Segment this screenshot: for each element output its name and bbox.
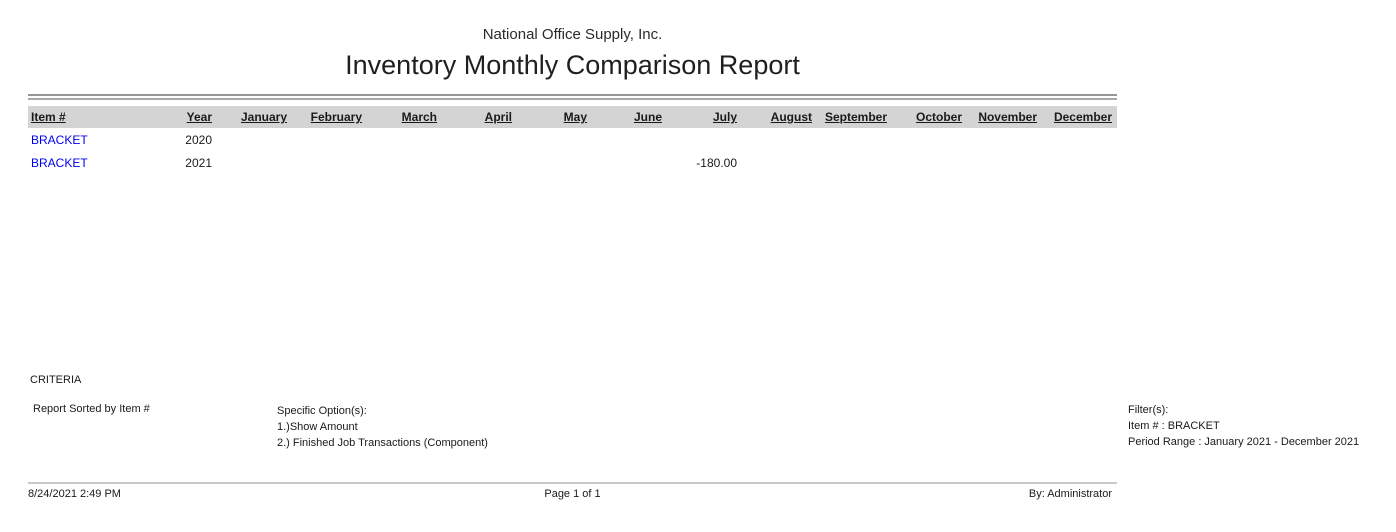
col-header-april: April xyxy=(484,110,512,124)
criteria-filters: Filter(s): Item # : BRACKET Period Range… xyxy=(1128,402,1359,450)
col-header-item: Item # xyxy=(31,110,66,124)
item-cell: BRACKET xyxy=(28,128,162,151)
table-header-row: Item # Year January February March April… xyxy=(28,106,1117,128)
criteria-options-heading: Specific Option(s): xyxy=(277,405,367,417)
year-cell: 2020 xyxy=(185,132,212,147)
month-cell-june xyxy=(587,151,662,174)
filter-item: Item # : BRACKET xyxy=(1128,420,1220,432)
footer-divider xyxy=(28,482,1117,484)
filters-heading: Filter(s): xyxy=(1128,404,1169,416)
month-cell-april xyxy=(437,151,512,174)
col-header-october: October xyxy=(915,110,962,124)
footer-page-number: Page 1 of 1 xyxy=(544,488,601,500)
month-cell-february xyxy=(287,128,362,151)
month-cell-september xyxy=(812,151,887,174)
month-cell-october xyxy=(887,128,962,151)
month-cell-may xyxy=(512,128,587,151)
footer-datetime: 8/24/2021 2:49 PM xyxy=(28,488,121,500)
table-row: BRACKET 2021 -180.00 xyxy=(28,151,1117,174)
month-cell-april xyxy=(437,128,512,151)
month-cell-july xyxy=(662,128,737,151)
month-cell-november xyxy=(962,151,1037,174)
col-header-november: November xyxy=(978,110,1037,124)
criteria-option: 1.)Show Amount xyxy=(277,421,358,433)
month-cell-july: -180.00 xyxy=(696,155,737,170)
col-header-july: July xyxy=(712,110,737,124)
month-cell-february xyxy=(287,151,362,174)
month-cell-november xyxy=(962,128,1037,151)
company-name: National Office Supply, Inc. xyxy=(482,26,663,43)
col-header-february: February xyxy=(310,110,362,124)
month-cell-october xyxy=(887,151,962,174)
month-cell-may xyxy=(512,151,587,174)
filter-item: Period Range : January 2021 - December 2… xyxy=(1128,436,1360,448)
month-cell-june xyxy=(587,128,662,151)
month-cell-december xyxy=(1037,151,1117,174)
col-header-may: May xyxy=(563,110,587,124)
year-cell: 2021 xyxy=(185,155,212,170)
col-header-august: August xyxy=(770,110,812,124)
report-title: Inventory Monthly Comparison Report xyxy=(345,50,800,80)
month-cell-december xyxy=(1037,128,1117,151)
col-header-january: January xyxy=(240,110,287,124)
table-row: BRACKET 2020 xyxy=(28,128,1117,151)
month-cell-march xyxy=(362,128,437,151)
month-cell-january xyxy=(212,128,287,151)
item-link[interactable]: BRACKET xyxy=(31,155,88,170)
month-cell-august xyxy=(737,151,812,174)
month-cell-august xyxy=(737,128,812,151)
item-cell: BRACKET xyxy=(28,151,162,174)
criteria-options: Specific Option(s): 1.)Show Amount 2.) F… xyxy=(277,403,488,451)
month-cell-january xyxy=(212,151,287,174)
header-divider xyxy=(28,94,1117,100)
report-table: Item # Year January February March April… xyxy=(28,106,1117,174)
col-header-december: December xyxy=(1053,110,1112,124)
month-cell-september xyxy=(812,128,887,151)
item-link[interactable]: BRACKET xyxy=(31,132,88,147)
col-header-year: Year xyxy=(186,110,212,124)
criteria-sorted-by: Report Sorted by Item # xyxy=(33,403,150,415)
month-cell-march xyxy=(362,151,437,174)
criteria-heading: CRITERIA xyxy=(30,374,82,386)
col-header-september: September xyxy=(824,110,887,124)
footer-generated-by: By: Administrator xyxy=(1028,488,1112,500)
criteria-option: 2.) Finished Job Transactions (Component… xyxy=(277,437,488,449)
col-header-march: March xyxy=(401,110,437,124)
col-header-june: June xyxy=(633,110,662,124)
